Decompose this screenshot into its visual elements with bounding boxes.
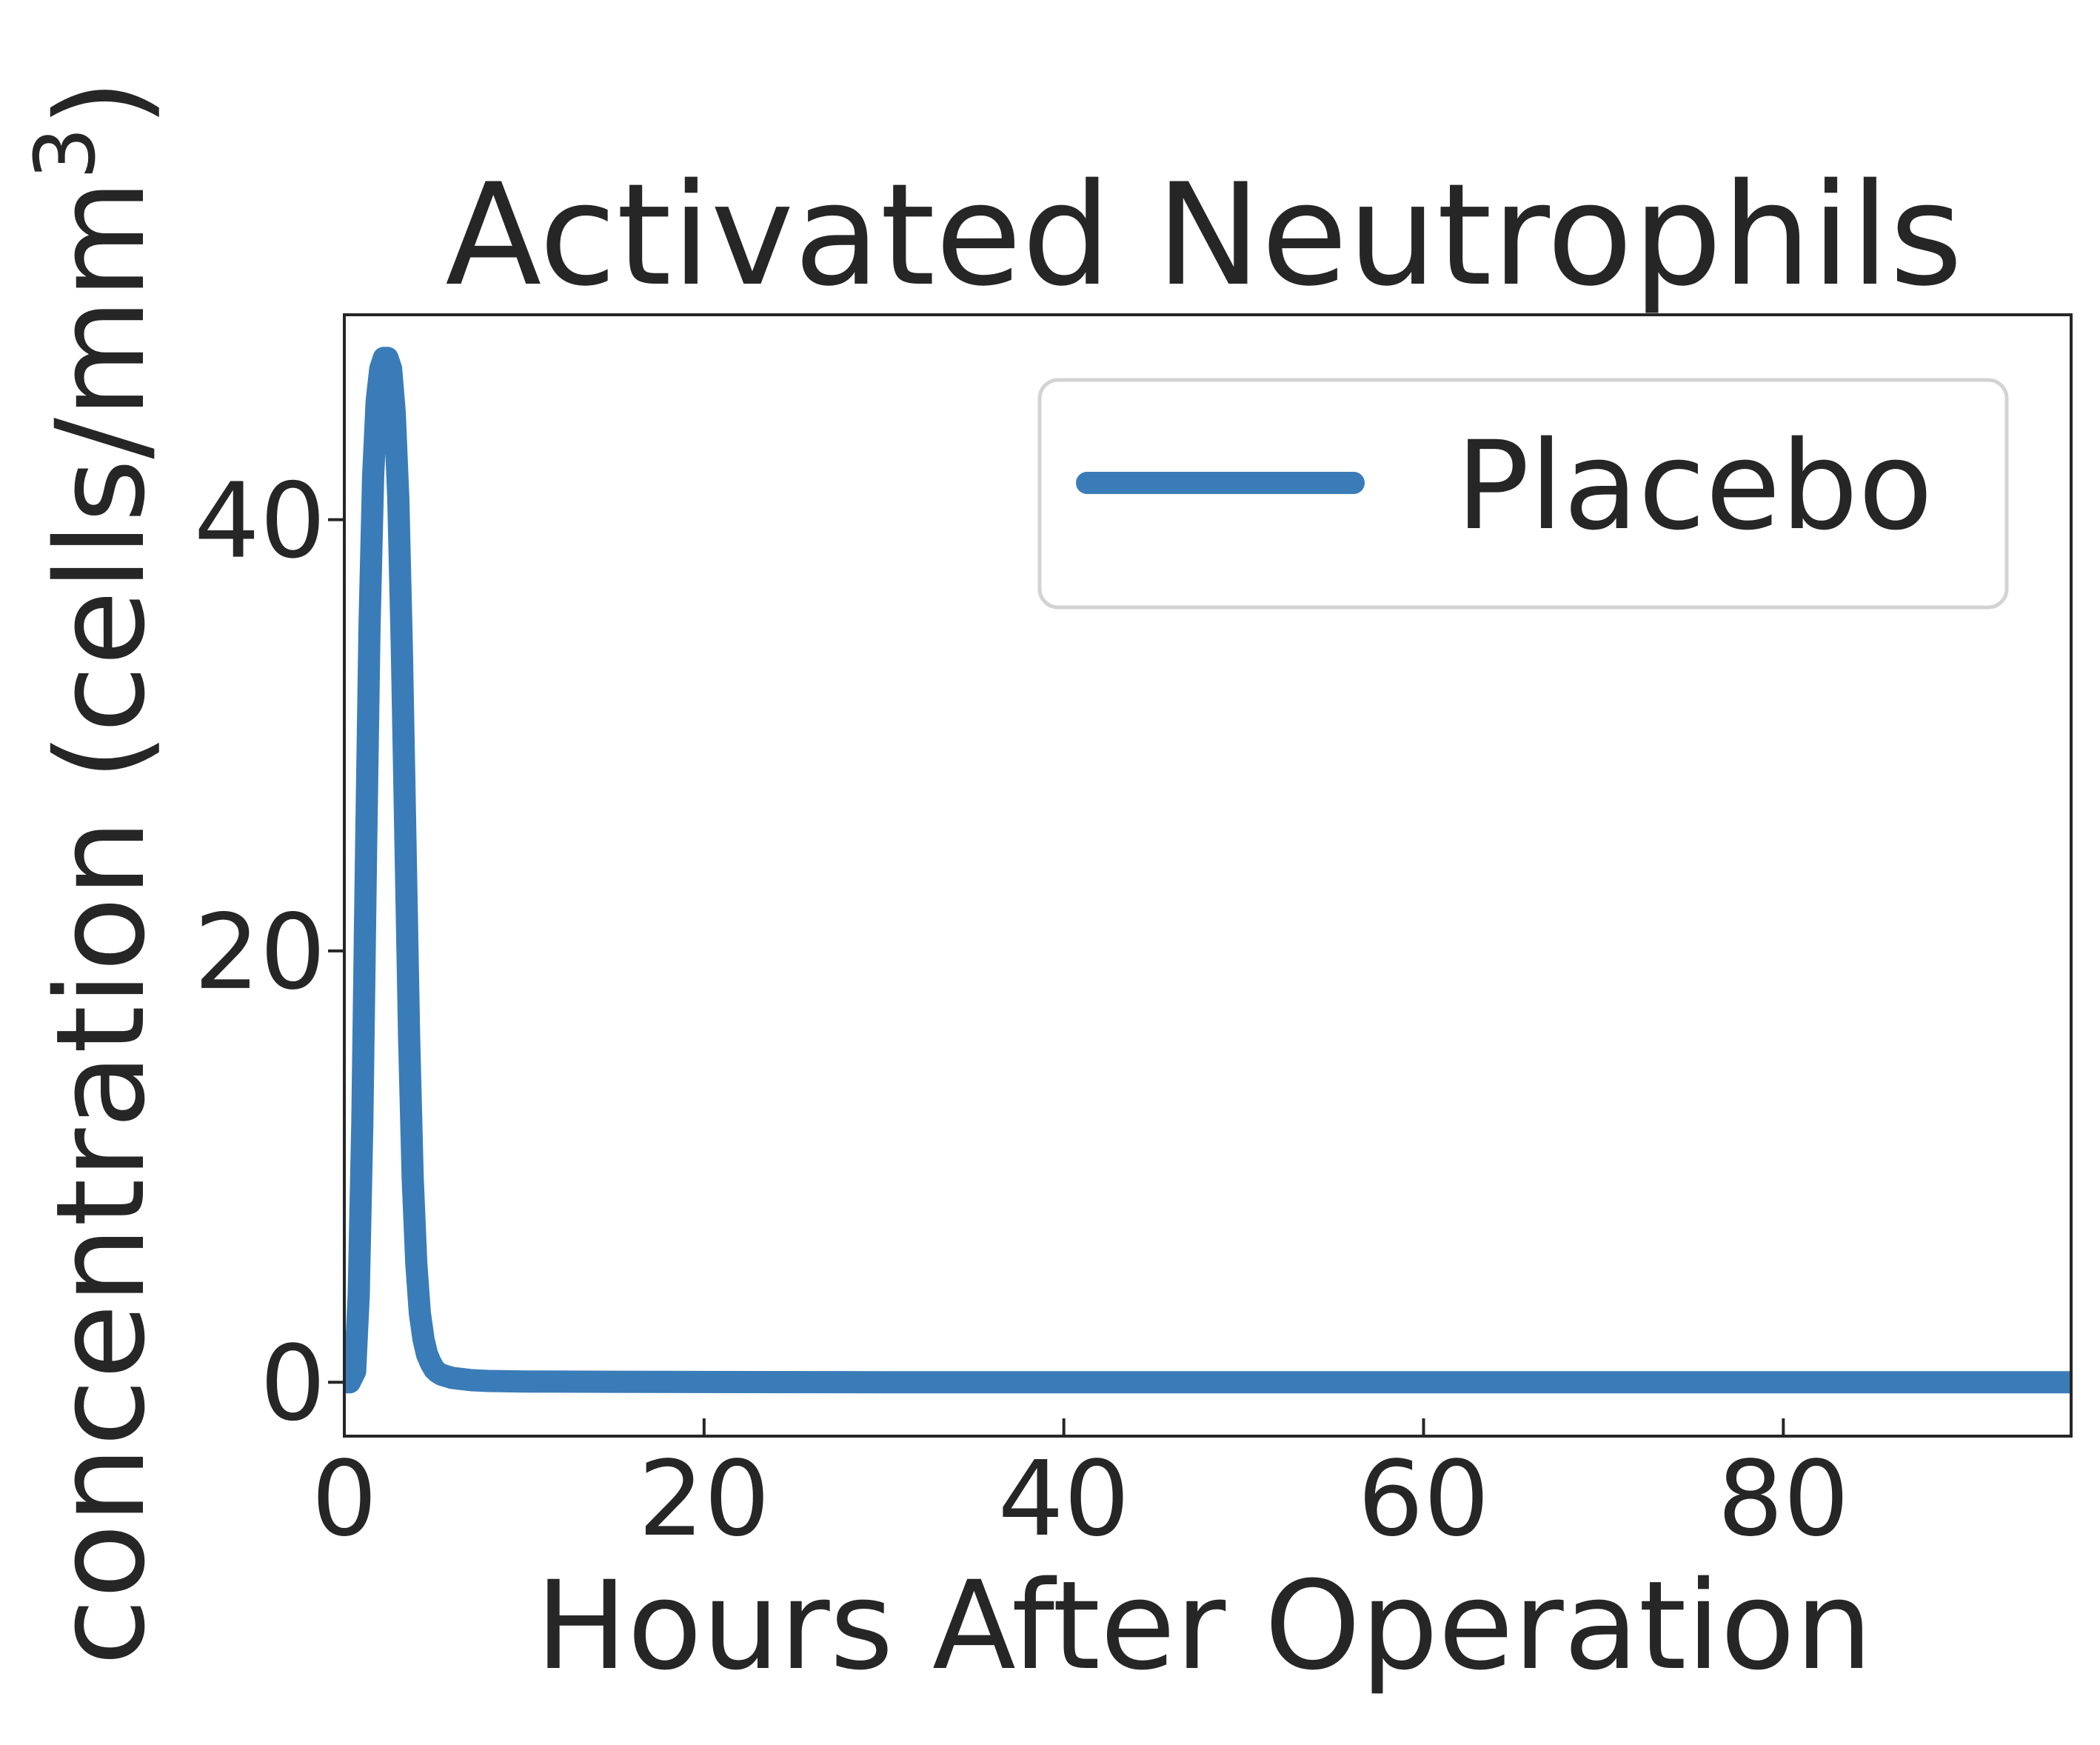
y-tick-label: 0 xyxy=(260,1324,326,1444)
x-tick-label: 60 xyxy=(1357,1439,1489,1560)
x-tick-label: 40 xyxy=(998,1439,1130,1560)
y-tick-label: 20 xyxy=(194,892,326,1013)
x-axis: 0 20 40 60 80 xyxy=(311,1418,1849,1560)
y-tick-label: 40 xyxy=(194,461,326,582)
y-axis-label-close: ) xyxy=(30,79,172,127)
x-tick-label: 20 xyxy=(638,1439,770,1560)
legend-label: Placebo xyxy=(1456,415,1933,557)
chart-title: Activated Neutrophils xyxy=(445,153,1962,317)
legend-box xyxy=(1037,378,2009,610)
y-axis-label: concentration (cells/mm3) xyxy=(18,79,172,1666)
plot-frame xyxy=(343,313,2073,1438)
y-axis: 0 20 40 xyxy=(194,461,344,1444)
x-tick-label: 80 xyxy=(1717,1439,1849,1560)
series-line-placebo xyxy=(344,347,2071,1394)
x-axis-label: Hours After Operation xyxy=(535,1555,1873,1697)
plot-area xyxy=(344,347,2071,1394)
x-tick-label: 0 xyxy=(311,1439,377,1560)
y-axis-label-main: concentration (cells/mm xyxy=(30,180,172,1666)
y-axis-label-superscript: 3 xyxy=(18,127,114,179)
legend: Placebo xyxy=(1037,378,2009,610)
